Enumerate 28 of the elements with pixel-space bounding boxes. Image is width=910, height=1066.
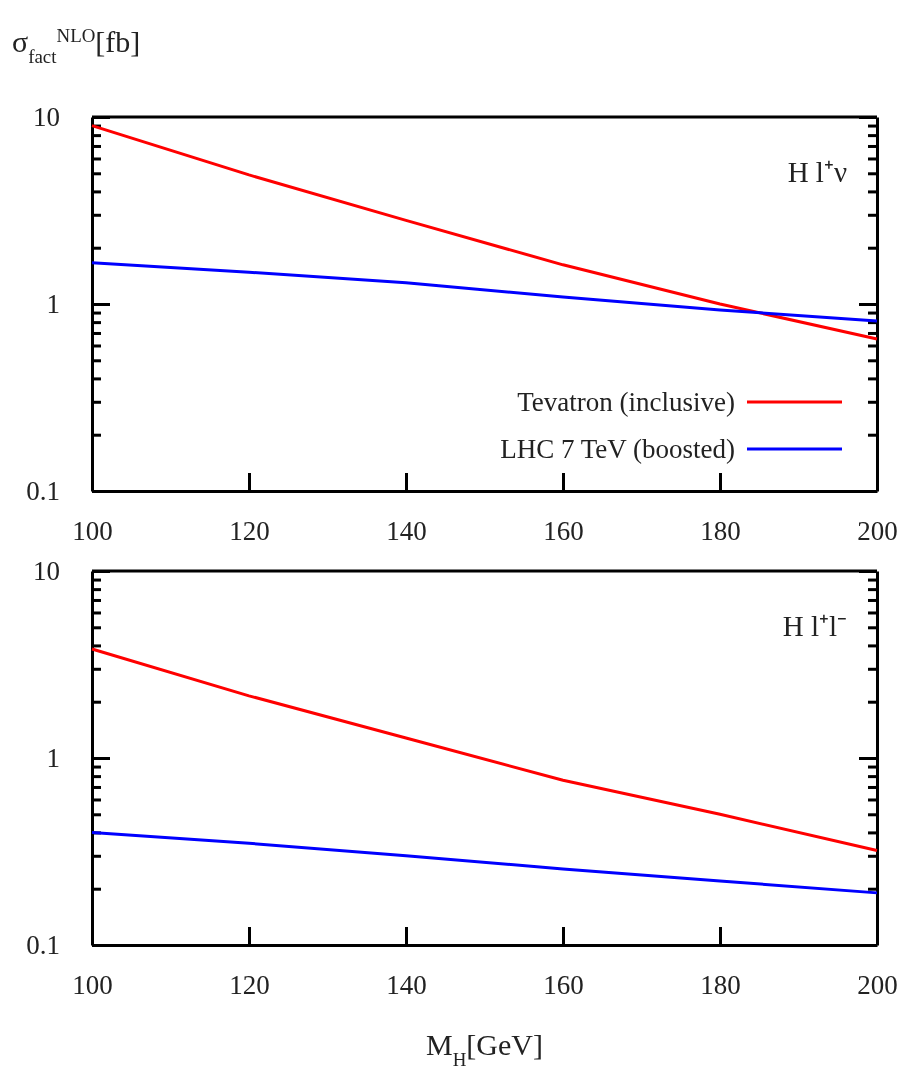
y-tick-label: 10 (33, 556, 60, 587)
x-tick-label: 180 (700, 516, 741, 547)
x-tick-label: 120 (229, 970, 270, 1001)
line-series (90, 261, 879, 323)
x-axis-title: M$_{H}$[GeV] (426, 1028, 543, 1066)
x-tick-label: 160 (543, 516, 584, 547)
annotation: H l⁺ν (787, 156, 847, 188)
x-tick-label: 200 (857, 970, 898, 1001)
legend-label: LHC 7 TeV (boosted) (500, 434, 735, 464)
x-tick-label: 140 (386, 516, 427, 547)
y-tick-label: 10 (33, 102, 60, 133)
y-tick-label: 1 (46, 743, 60, 774)
y-axis-title: σ$_{fact}$$^{NLO}$[fb] (12, 24, 141, 67)
x-tick-label: 180 (700, 970, 741, 1001)
line-series (90, 647, 879, 853)
y-tick-label: 0.1 (26, 476, 60, 507)
line-series (90, 830, 879, 895)
x-tick-label: 120 (229, 516, 270, 547)
x-tick-label: 100 (72, 516, 113, 547)
x-tick-label: 200 (857, 516, 898, 547)
y-tick-label: 1 (46, 289, 60, 320)
x-tick-label: 140 (386, 970, 427, 1001)
annotation: H l⁺l⁻ (782, 610, 847, 642)
x-tick-label: 100 (72, 970, 113, 1001)
legend-label: Tevatron (inclusive) (517, 387, 735, 417)
y-tick-label: 0.1 (26, 930, 60, 961)
x-tick-label: 160 (543, 970, 584, 1001)
line-series (90, 124, 879, 341)
